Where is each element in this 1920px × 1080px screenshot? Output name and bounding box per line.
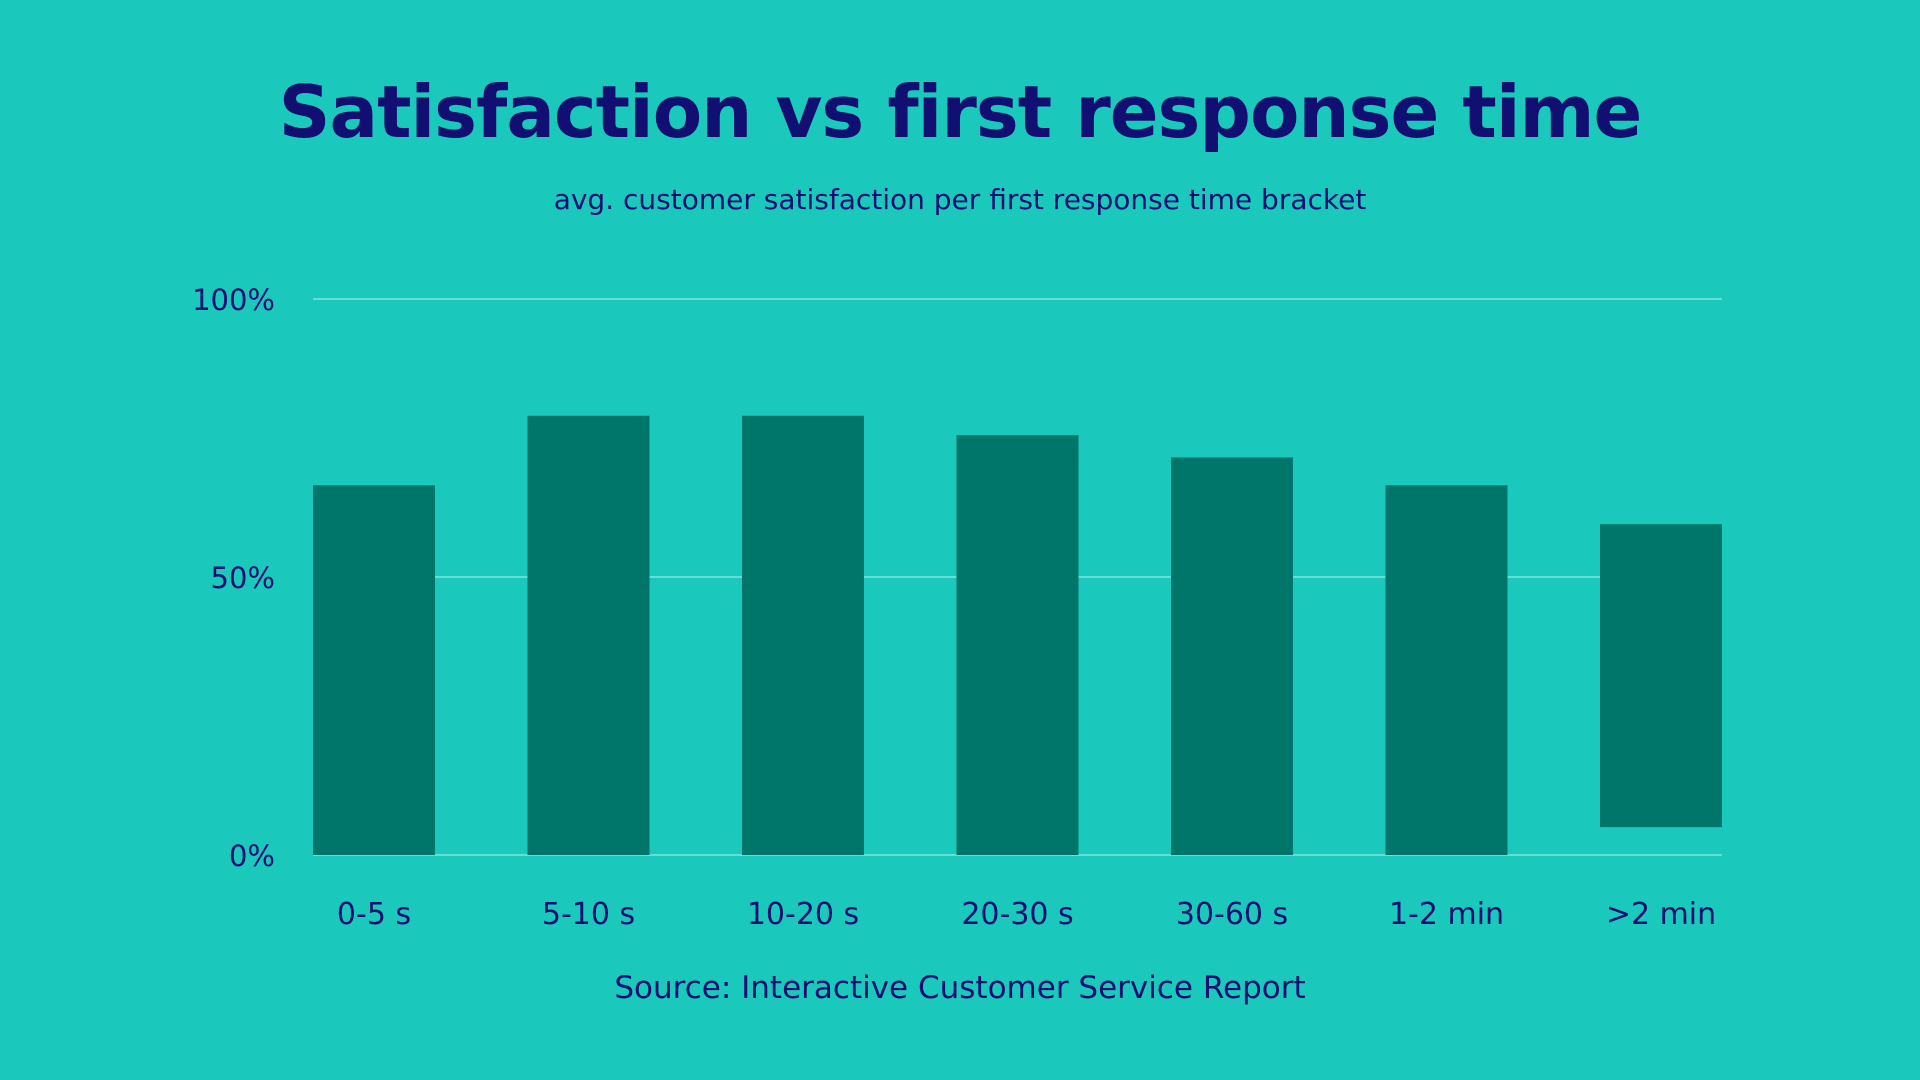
chart-source: Source: Interactive Customer Service Rep… [614, 970, 1306, 1006]
x-tick-label: 0-5 s [337, 897, 411, 932]
x-tick-label: 30-60 s [1176, 897, 1288, 932]
bar [527, 415, 650, 855]
x-tick-label: 20-30 s [961, 897, 1073, 932]
bar [742, 415, 864, 855]
bars [313, 415, 1722, 855]
x-tick-label: 5-10 s [542, 897, 635, 932]
x-axis-ticks: 0-5 s 5-10 s 10-20 s 20-30 s 30-60 s 1-2 min >… [337, 897, 1716, 932]
bar [956, 435, 1079, 855]
bar [1600, 524, 1722, 828]
y-tick-label: 0% [229, 839, 275, 873]
y-axis-ticks: 0% 50% 100% [192, 283, 275, 873]
y-tick-label: 100% [192, 283, 275, 317]
bar [1385, 485, 1508, 855]
x-tick-label: 10-20 s [747, 897, 859, 932]
chart-title: Satisfaction vs first response time [278, 70, 1643, 154]
bar [1171, 457, 1293, 855]
x-tick-label: 1-2 min [1389, 897, 1504, 932]
chart-subtitle: avg. customer satisfaction per first res… [553, 183, 1367, 216]
x-tick-label: >2 min [1606, 897, 1716, 932]
bar [313, 485, 435, 855]
y-tick-label: 50% [211, 561, 275, 595]
